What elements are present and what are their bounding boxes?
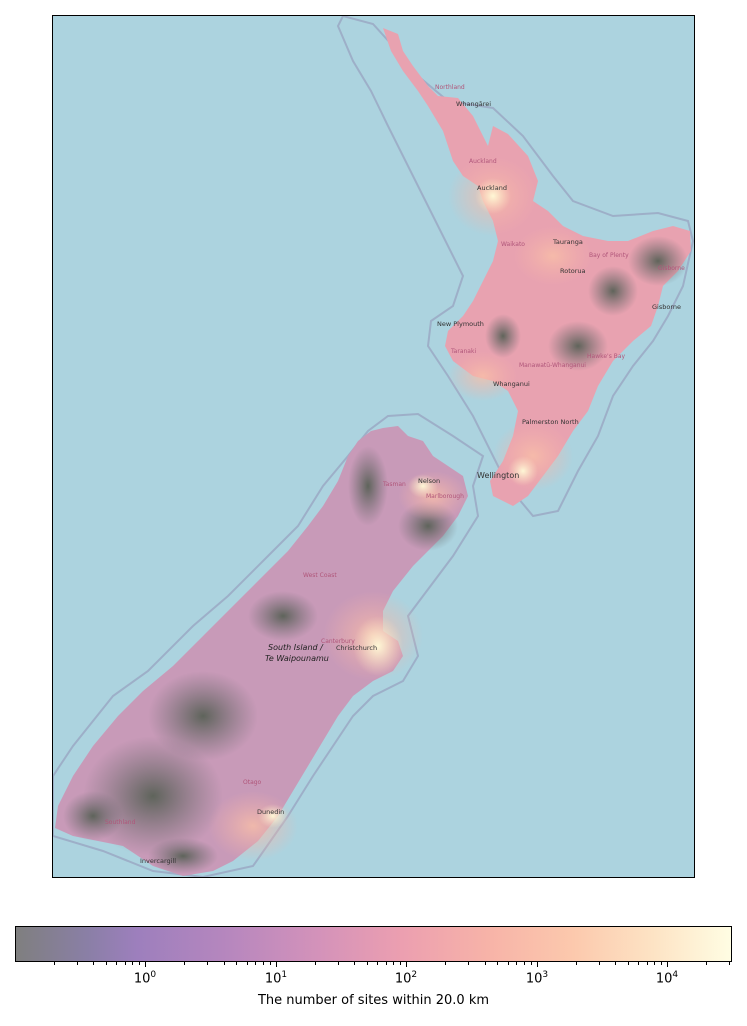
colorbar-minor-tick bbox=[468, 962, 469, 965]
label-west-coast: West Coast bbox=[303, 572, 337, 579]
colorbar-tick-10 bbox=[276, 962, 277, 967]
colorbar-tick-1 bbox=[145, 962, 146, 967]
coastal-boundary-north bbox=[336, 16, 694, 518]
nz-density-map: Northland Whangārei Auckland Auckland Wa… bbox=[53, 16, 694, 877]
map-frame[interactable]: Northland Whangārei Auckland Auckland Wa… bbox=[52, 15, 695, 878]
label-whanganui: Whanganui bbox=[493, 380, 530, 388]
colorbar-minor-tick bbox=[125, 962, 126, 965]
colorbar-minor-tick bbox=[445, 962, 446, 965]
colorbar-minor-tick bbox=[255, 962, 256, 965]
colorbar-tick-label-1000: 103 bbox=[525, 970, 549, 987]
colorbar-tick-label-10: 101 bbox=[264, 970, 288, 987]
colorbar-minor-tick bbox=[367, 962, 368, 965]
colorbar-minor-tick bbox=[338, 962, 339, 965]
coastal-boundary-south bbox=[53, 412, 485, 877]
colorbar-minor-tick bbox=[497, 962, 498, 965]
colorbar-minor-tick bbox=[236, 962, 237, 965]
colorbar-minor-tick bbox=[132, 962, 133, 965]
place-labels: Northland Whangārei Auckland Auckland Wa… bbox=[105, 84, 685, 865]
colorbar-minor-tick bbox=[400, 962, 401, 965]
colorbar-minor-tick bbox=[106, 962, 107, 965]
colorbar bbox=[15, 926, 732, 962]
colorbar-minor-tick bbox=[93, 962, 94, 965]
colorbar-minor-tick bbox=[706, 962, 707, 965]
high-density-patches bbox=[208, 156, 593, 861]
colorbar-minor-tick bbox=[508, 962, 509, 965]
colorbar-minor-tick bbox=[377, 962, 378, 965]
colorbar-minor-tick bbox=[485, 962, 486, 965]
colorbar-minor-tick bbox=[524, 962, 525, 965]
colorbar-minor-tick bbox=[354, 962, 355, 965]
colorbar-minor-tick bbox=[116, 962, 117, 965]
colorbar-minor-tick bbox=[647, 962, 648, 965]
colorbar-minor-tick bbox=[599, 962, 600, 965]
label-hawkes-bay: Hawke's Bay bbox=[587, 353, 626, 360]
colorbar-minor-tick bbox=[576, 962, 577, 965]
label-gisborne: Gisborne bbox=[652, 303, 681, 311]
label-bay-of-plenty: Bay of Plenty bbox=[589, 252, 629, 259]
label-canterbury: Canterbury bbox=[321, 638, 355, 645]
colorbar-tick-10000 bbox=[667, 962, 668, 967]
label-auckland-region: Auckland bbox=[469, 158, 497, 165]
colorbar-tick-label-100: 102 bbox=[394, 970, 418, 987]
colorbar-minor-tick bbox=[638, 962, 639, 965]
colorbar-minor-tick bbox=[729, 962, 730, 965]
label-tauranga: Tauranga bbox=[552, 238, 583, 246]
colorbar-minor-tick bbox=[661, 962, 662, 965]
colorbar-tick-1000 bbox=[537, 962, 538, 967]
colorbar-minor-tick bbox=[315, 962, 316, 965]
colorbar-minor-tick bbox=[628, 962, 629, 965]
label-whangarei: Whangārei bbox=[456, 100, 491, 108]
label-nelson: Nelson bbox=[418, 477, 440, 485]
colorbar-minor-tick bbox=[531, 962, 532, 965]
colorbar-minor-tick bbox=[224, 962, 225, 965]
colorbar-minor-tick bbox=[516, 962, 517, 965]
label-auckland: Auckland bbox=[477, 184, 507, 192]
label-wellington: Wellington bbox=[477, 471, 519, 480]
label-waikato: Waikato bbox=[501, 241, 525, 248]
label-gisborne-region: Gisborne bbox=[658, 265, 685, 272]
label-northland: Northland bbox=[435, 84, 465, 91]
label-dunedin: Dunedin bbox=[257, 808, 284, 816]
label-south-island-line2: Te Waipounamu bbox=[265, 654, 329, 663]
colorbar-minor-tick bbox=[386, 962, 387, 965]
colorbar-minor-tick bbox=[184, 962, 185, 965]
colorbar-tick-100 bbox=[406, 962, 407, 967]
label-otago: Otago bbox=[243, 779, 262, 786]
colorbar-minor-tick bbox=[615, 962, 616, 965]
colorbar-minor-tick bbox=[77, 962, 78, 965]
colorbar-minor-tick bbox=[270, 962, 271, 965]
label-south-island-line1: South Island / bbox=[268, 643, 324, 652]
label-marlborough: Marlborough bbox=[426, 493, 464, 500]
colorbar-minor-tick bbox=[393, 962, 394, 965]
label-palmerston-north: Palmerston North bbox=[522, 418, 579, 426]
label-southland: Southland bbox=[105, 819, 136, 826]
colorbar-minor-tick bbox=[139, 962, 140, 965]
label-manawatu: Manawatū-Whanganui bbox=[519, 362, 586, 369]
label-invercargill: Invercargill bbox=[140, 857, 176, 865]
label-rotorua: Rotorua bbox=[560, 267, 586, 275]
colorbar-tick-label-1: 100 bbox=[133, 970, 157, 987]
colorbar-label: The number of sites within 20.0 km bbox=[257, 993, 490, 1008]
colorbar-minor-tick bbox=[207, 962, 208, 965]
colorbar-minor-tick bbox=[654, 962, 655, 965]
colorbar-tick-label-10000: 104 bbox=[655, 970, 679, 987]
colorbar-minor-tick bbox=[247, 962, 248, 965]
colorbar-minor-tick bbox=[263, 962, 264, 965]
colorbar-minor-tick bbox=[54, 962, 55, 965]
label-taranaki: Taranaki bbox=[450, 348, 476, 355]
label-christchurch: Christchurch bbox=[336, 644, 377, 652]
label-tasman: Tasman bbox=[382, 481, 406, 488]
label-new-plymouth: New Plymouth bbox=[437, 320, 484, 328]
